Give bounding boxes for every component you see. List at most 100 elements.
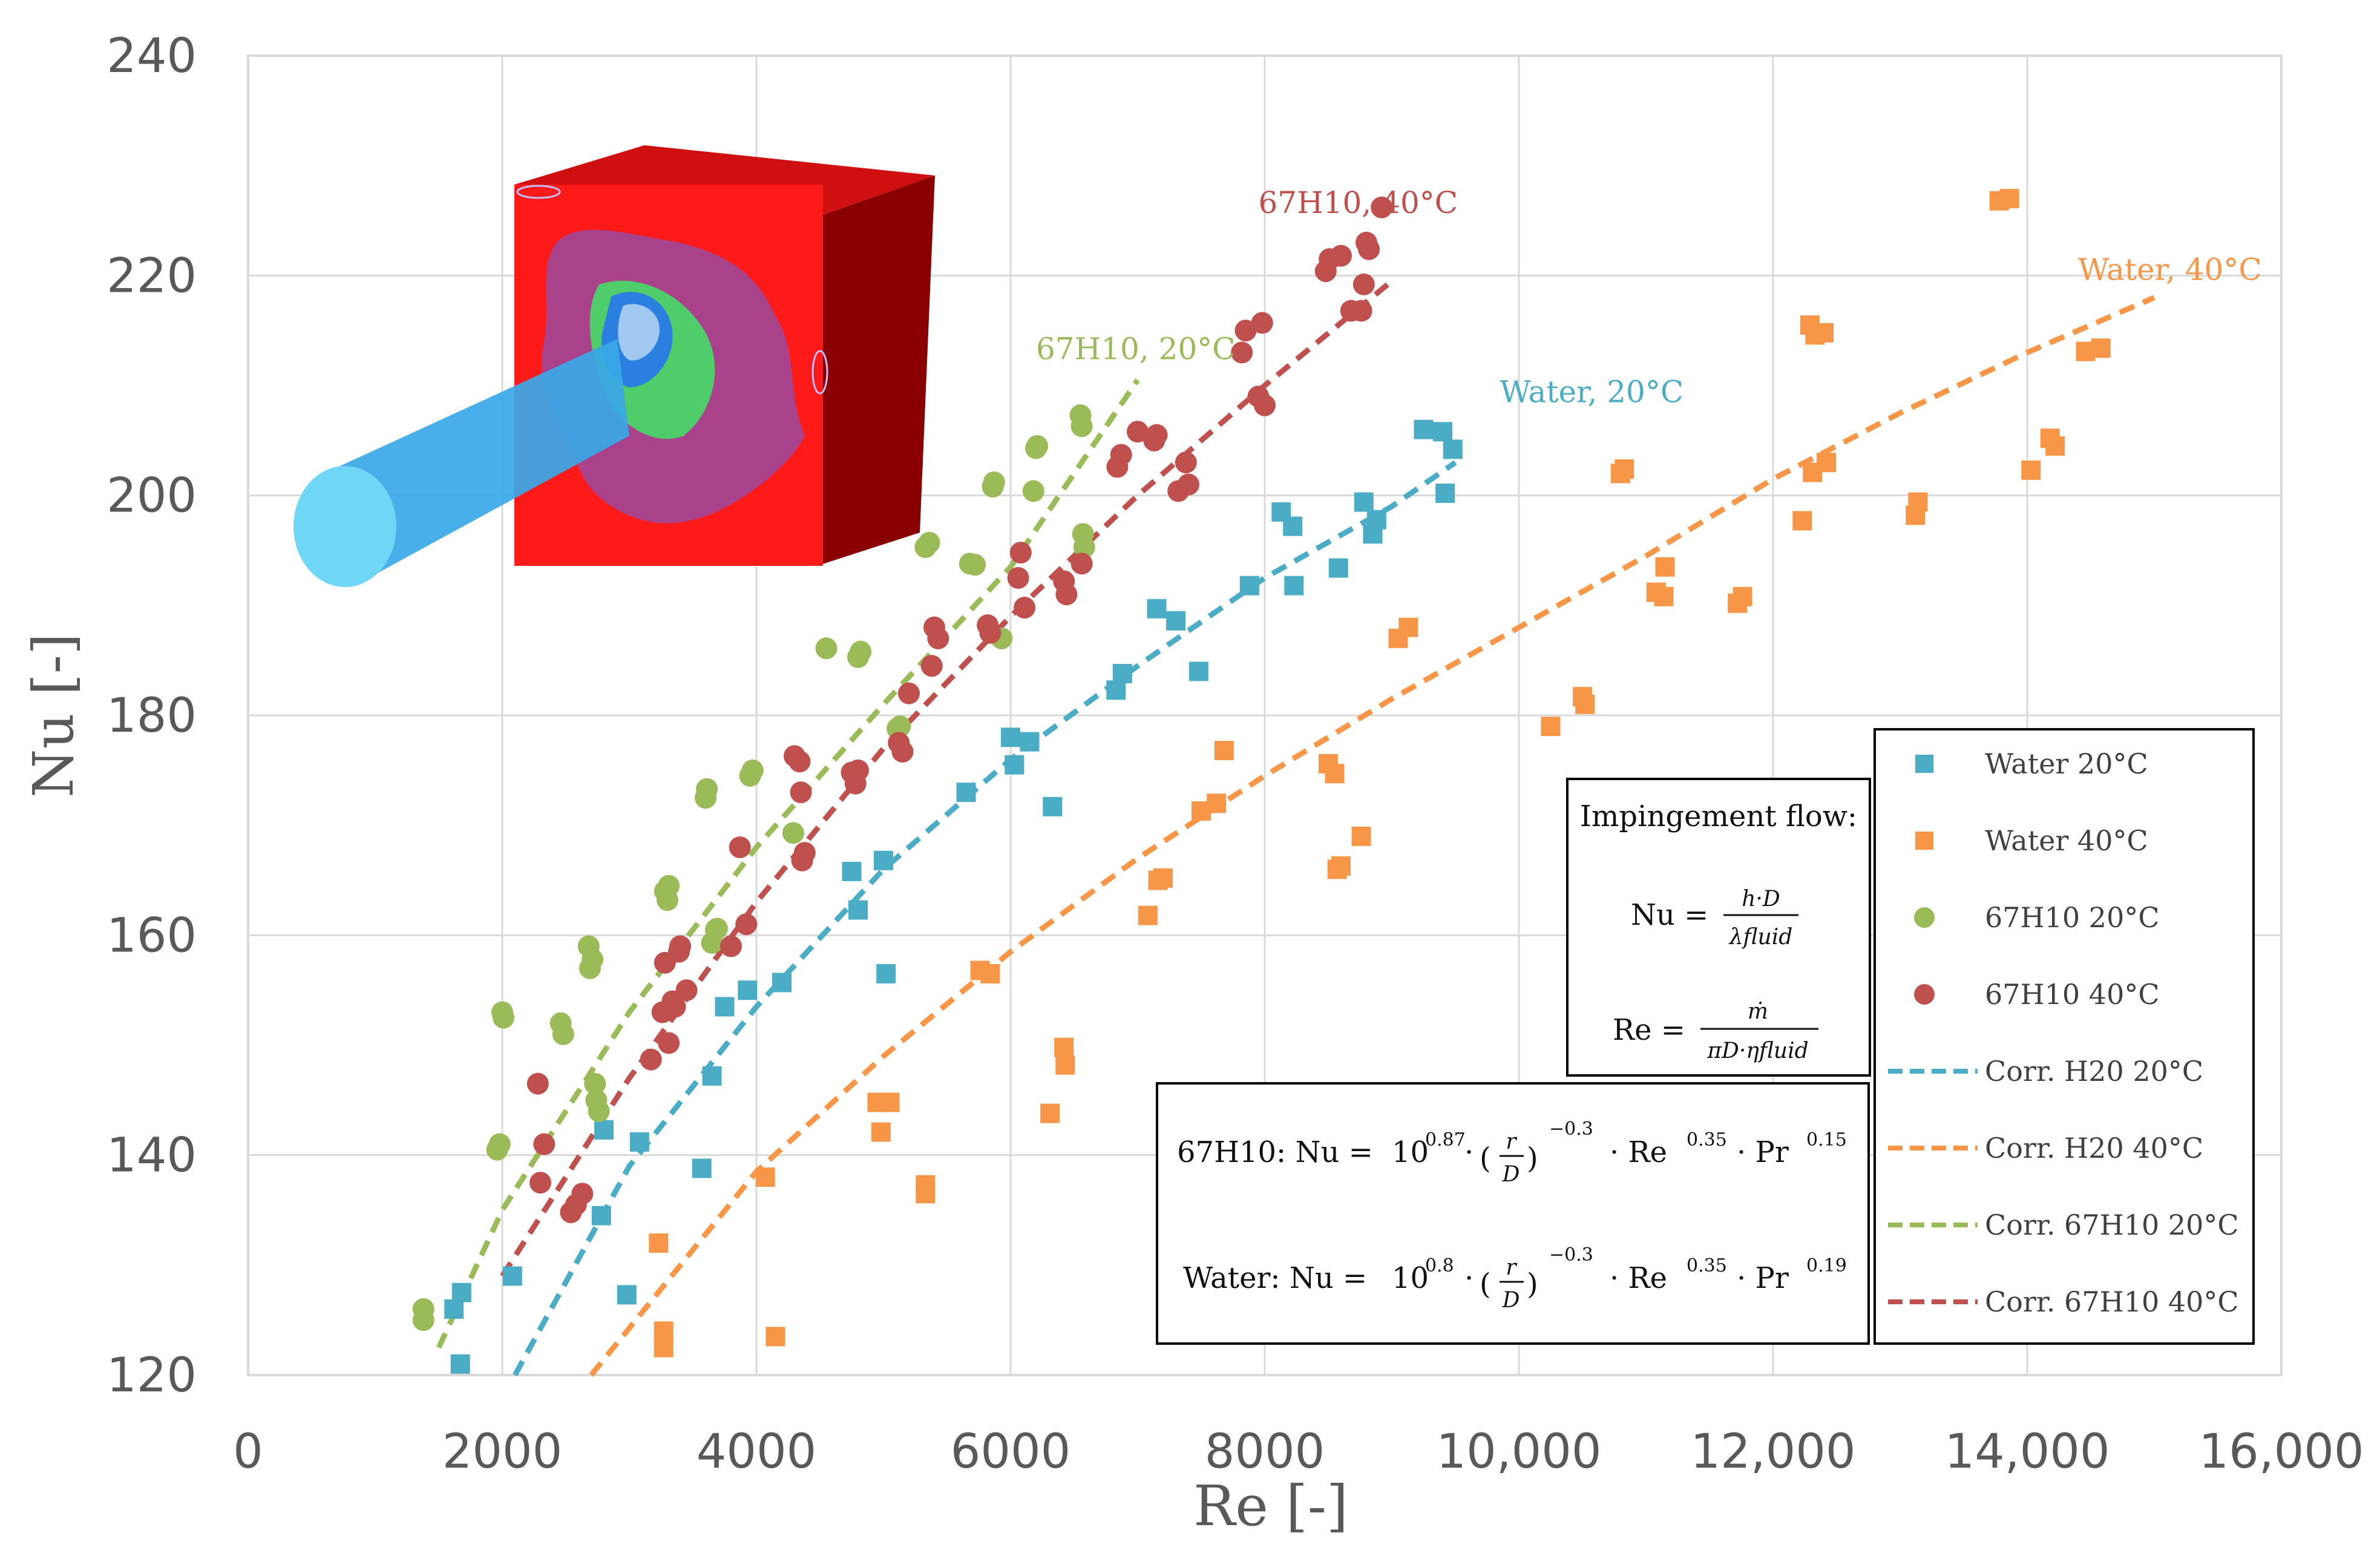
- point-67h10-20c: [782, 822, 804, 844]
- point-67h10-40c: [658, 1032, 680, 1054]
- point-water-20c: [1239, 576, 1259, 596]
- legend-label: Water 40°C: [1985, 824, 2148, 857]
- point-water-20c: [876, 963, 896, 983]
- x-tick-label: 16,000: [2199, 1425, 2364, 1479]
- point-water-40c: [1541, 717, 1561, 737]
- legend-label: Corr. 67H10 20°C: [1985, 1209, 2239, 1241]
- point-water-20c: [1433, 422, 1452, 442]
- legend-item-water-20c: Water 20°C: [1915, 747, 2148, 780]
- point-water-40c: [980, 963, 1000, 983]
- point-water-40c: [1138, 905, 1158, 925]
- point-water-40c: [1814, 323, 1834, 343]
- point-water-20c: [444, 1299, 464, 1319]
- x-tick-label: 4000: [697, 1425, 817, 1479]
- block-side-marker: [811, 350, 828, 395]
- point-water-40c: [1733, 586, 1752, 606]
- point-water-40c: [916, 1184, 936, 1204]
- point-water-40c: [1575, 694, 1595, 714]
- point-67h10-40c: [1178, 473, 1199, 496]
- point-water-20c: [874, 850, 893, 870]
- grid: [247, 54, 2283, 1376]
- point-67h10-40c: [791, 849, 813, 872]
- x-tick-label: 12,000: [1691, 1425, 1856, 1479]
- legend-marker: [1914, 984, 1935, 1005]
- point-water-20c: [956, 783, 976, 803]
- point-67h10-40c: [664, 996, 686, 1018]
- point-67h10-20c: [850, 640, 872, 663]
- point-water-40c: [1040, 1103, 1060, 1123]
- point-water-40c: [649, 1233, 669, 1253]
- series-corr-h20-40c: [589, 295, 2155, 1377]
- point-67h10-40c: [1007, 566, 1029, 589]
- x-axis-title: Re [-]: [1193, 1474, 1348, 1538]
- point-67h10-40c: [1352, 273, 1375, 295]
- definitions-box-frame: [1566, 778, 1871, 1077]
- correlation-67h10-prefix: 67H10: Nu =: [1177, 1135, 1373, 1169]
- legend-marker: [1915, 832, 1933, 850]
- point-water-40c: [1398, 617, 1418, 637]
- correlation-67h10: 67H10: Nu = 10 0.87 · ( r D ) −0.3 · Re …: [1177, 1118, 1847, 1187]
- point-67h10-40c: [1070, 553, 1093, 575]
- point-67h10-40c: [1127, 421, 1149, 443]
- point-water-40c: [1654, 586, 1674, 606]
- point-water-20c: [1414, 419, 1434, 439]
- point-water-40c: [1817, 453, 1837, 473]
- block-side-face: [817, 176, 935, 566]
- impingement-zone-center: [618, 304, 660, 361]
- point-67h10-40c: [1350, 300, 1372, 322]
- point-67h10-40c: [920, 655, 943, 677]
- y-tick-label: 160: [107, 908, 197, 963]
- x-tick-label: 2000: [442, 1425, 563, 1479]
- ten-base: 10: [1392, 1135, 1429, 1169]
- x-tick-label: 8000: [1205, 1425, 1325, 1479]
- point-67h10-40c: [526, 1072, 549, 1095]
- point-67h10-20c: [815, 637, 838, 660]
- y-tick-label: 120: [107, 1348, 197, 1403]
- exponent-pr: 0.19: [1806, 1255, 1847, 1276]
- y-tick-label: 200: [107, 469, 197, 524]
- point-water-40c: [654, 1338, 674, 1357]
- point-water-40c: [1054, 1037, 1074, 1057]
- point-67h10-40c: [729, 836, 751, 858]
- point-67h10-20c: [584, 1072, 606, 1095]
- point-water-20c: [702, 1066, 722, 1086]
- paren-open: (: [1480, 1141, 1491, 1175]
- paren-open: (: [1480, 1267, 1491, 1301]
- point-67h10-40c: [640, 1048, 662, 1071]
- point-water-40c: [1214, 741, 1234, 761]
- point-67h10-20c: [1070, 415, 1093, 438]
- x-tick-label: 14,000: [1945, 1425, 2110, 1479]
- point-67h10-20c: [706, 918, 728, 940]
- dot-symbol: ·: [1464, 1261, 1474, 1295]
- point-67h10-20c: [1022, 480, 1044, 502]
- point-water-40c: [1351, 826, 1371, 846]
- point-67h10-20c: [412, 1298, 434, 1320]
- point-67h10-40c: [847, 759, 869, 781]
- inline-label-water-20c: Water, 20°C: [1500, 374, 1684, 409]
- x-tick-label: 10,000: [1437, 1425, 1602, 1479]
- point-water-40c: [1655, 557, 1675, 577]
- point-67h10-40c: [669, 935, 691, 957]
- point-water-20c: [1366, 510, 1386, 530]
- point-water-20c: [629, 1132, 649, 1152]
- y-tick-label: 220: [107, 249, 197, 303]
- point-67h10-20c: [1026, 435, 1049, 457]
- r-symbol: r: [1506, 1255, 1517, 1280]
- legend-item-corr-h20-20c: Corr. H20 20°C: [1888, 1055, 2203, 1088]
- legend-item-water-40c: Water 40°C: [1915, 824, 2148, 857]
- point-water-20c: [450, 1354, 470, 1374]
- legend-label: 67H10 20°C: [1985, 901, 2160, 934]
- point-water-40c: [1999, 189, 2019, 209]
- point-water-20c: [715, 997, 735, 1017]
- block-top-marker: [516, 185, 561, 199]
- point-water-20c: [842, 861, 862, 881]
- y-tick-label: 140: [107, 1129, 197, 1183]
- point-67h10-20c: [582, 948, 604, 971]
- point-67h10-20c: [493, 1006, 515, 1029]
- point-67h10-40c: [675, 979, 698, 1002]
- legend-label: Corr. 67H10 40°C: [1985, 1285, 2239, 1318]
- nu-definition-numerator: h·D: [1742, 887, 1780, 911]
- legend-label: Corr. H20 40°C: [1985, 1132, 2203, 1164]
- point-67h10-20c: [658, 875, 680, 897]
- d-symbol: D: [1502, 1288, 1520, 1313]
